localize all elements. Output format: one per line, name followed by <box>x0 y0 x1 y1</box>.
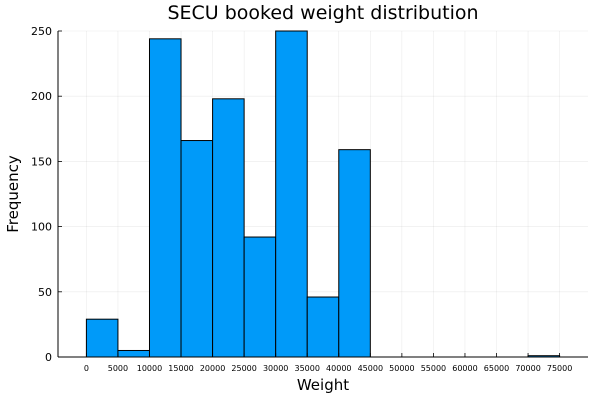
x-tick-label: 10000 <box>137 364 162 373</box>
x-axis-label: Weight <box>297 376 349 394</box>
y-axis-label: Frequency <box>4 155 22 233</box>
y-tick-label: 100 <box>31 221 52 234</box>
y-tick-label: 50 <box>38 286 52 299</box>
x-tick-label: 40000 <box>326 364 351 373</box>
x-tick-label: 15000 <box>168 364 193 373</box>
histogram-bar <box>275 30 308 358</box>
x-tick-label: 75000 <box>547 364 572 373</box>
axes <box>57 30 588 358</box>
histogram-bar <box>117 349 150 358</box>
y-tick-label: 200 <box>31 90 52 103</box>
histogram-bar <box>85 318 119 358</box>
x-tick-label: 5000 <box>108 364 128 373</box>
x-tick-label: 50000 <box>389 364 414 373</box>
histogram-bar <box>148 38 182 358</box>
x-tick-label: 55000 <box>421 364 446 373</box>
x-tick-label: 20000 <box>200 364 225 373</box>
x-tick-label: 60000 <box>452 364 477 373</box>
bars <box>85 30 561 358</box>
x-tick-label: 70000 <box>515 364 540 373</box>
x-tick-label: 65000 <box>484 364 509 373</box>
x-tick-label: 35000 <box>294 364 319 373</box>
histogram-bar <box>243 236 277 358</box>
y-tick-label: 0 <box>45 351 52 364</box>
y-tick-label: 250 <box>31 25 52 38</box>
x-tick-label: 0 <box>84 364 89 373</box>
histogram-bar <box>180 140 214 358</box>
x-tick-label: 45000 <box>358 364 383 373</box>
chart-title: SECU booked weight distribution <box>167 2 478 24</box>
x-tick-label: 25000 <box>231 364 256 373</box>
histogram-bar <box>306 296 340 358</box>
histogram-bar <box>338 149 371 358</box>
y-tick-label: 150 <box>31 155 52 168</box>
x-tick-label: 30000 <box>263 364 288 373</box>
y-tick-labels: 0 50 100 150 200 250 <box>31 25 52 364</box>
histogram-bar <box>212 98 245 358</box>
x-tick-labels: 0 5000 10000 15000 20000 25000 30000 35000 40000… <box>84 364 572 373</box>
